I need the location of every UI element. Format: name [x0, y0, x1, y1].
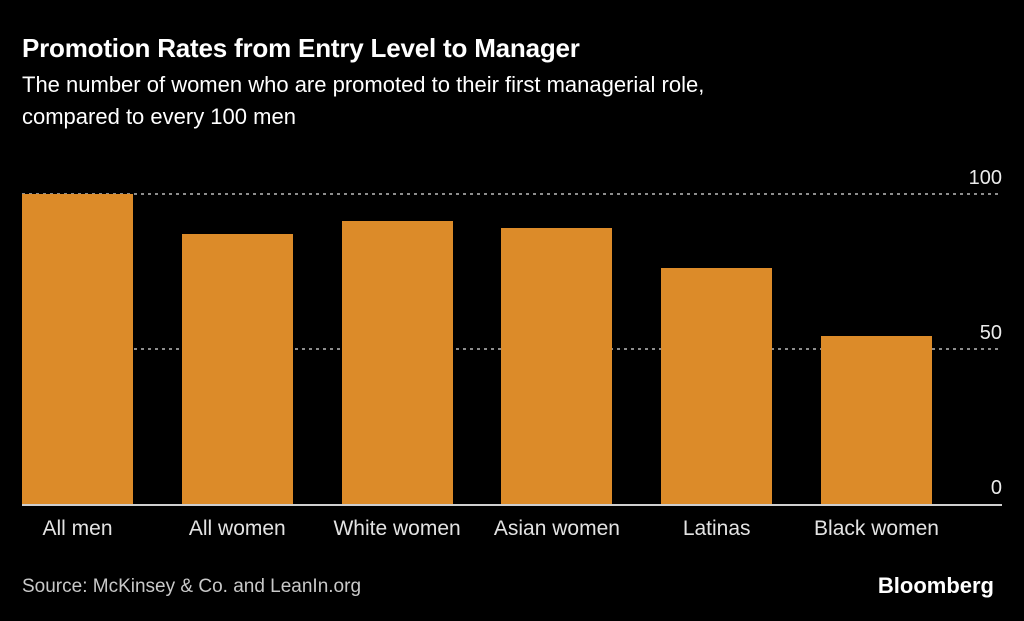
x-axis-baseline [22, 504, 1002, 506]
bar-black-women [821, 336, 932, 504]
bar-latinas [661, 268, 773, 504]
x-axis-label: Black women [814, 517, 939, 540]
chart-title: Promotion Rates from Entry Level to Mana… [22, 33, 580, 63]
y-axis-tick-label: 50 [979, 321, 1002, 344]
y-axis-tick-label: 100 [968, 166, 1002, 189]
bar-white-women [341, 221, 453, 504]
bloomberg-logo: Bloomberg [877, 573, 994, 598]
y-axis-tick-label: 0 [990, 477, 1002, 499]
x-axis-label: White women [333, 517, 461, 540]
chart-subtitle-line-2: compared to every 100 men [22, 104, 296, 129]
chart-subtitle-line-1: The number of women who are promoted to … [22, 72, 705, 97]
x-axis-label: All women [188, 517, 286, 540]
y-gridline [22, 192, 1002, 195]
bar-all-women [181, 233, 293, 504]
x-axis-label: All men [42, 517, 113, 540]
source-attribution: Source: McKinsey & Co. and LeanIn.org [22, 576, 362, 597]
chart-subtitle: The number of women who are promoted to … [22, 69, 704, 133]
x-axis-label: Latinas [682, 517, 751, 540]
bar-asian-women [501, 227, 613, 504]
x-axis-label: Asian women [493, 517, 620, 540]
bar-all-men [22, 193, 133, 504]
